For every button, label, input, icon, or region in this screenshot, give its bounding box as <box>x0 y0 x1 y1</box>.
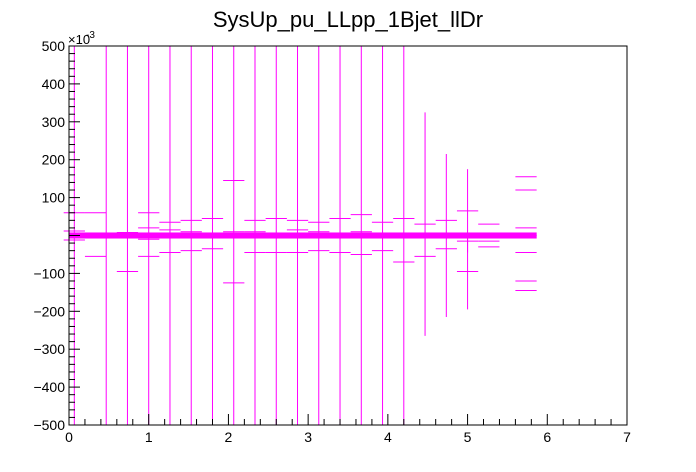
x-tick-label-3: 3 <box>304 429 312 445</box>
y-tick-label-1: −400 <box>33 379 65 395</box>
x-tick-label-2: 2 <box>225 429 233 445</box>
axes-layer: 0 1 2 3 4 5 6 7 −500 −400 −300 −200 −100 100 200 300 400… <box>33 38 631 445</box>
y-tick-label-6: 200 <box>42 152 66 168</box>
y-tick-label-5: 100 <box>42 190 66 206</box>
central-band <box>69 232 537 239</box>
y-tick-label-2: −300 <box>33 341 65 357</box>
y-tick-label-9: 500 <box>42 38 66 54</box>
y-tick-label-3: −200 <box>33 303 65 319</box>
x-tick-label-4: 4 <box>384 429 392 445</box>
y-tick-label-4: −100 <box>33 265 65 281</box>
y-multiplier-exponent: -3 <box>86 30 95 41</box>
y-tick-label-8: 400 <box>42 76 66 92</box>
y-multiplier-label: ×10 <box>68 32 90 47</box>
x-tick-label-7: 7 <box>623 429 631 445</box>
data-point-48 <box>414 112 436 336</box>
data-layer <box>63 46 537 425</box>
data-point-55 <box>456 233 479 310</box>
x-tick-label-1: 1 <box>145 429 153 445</box>
y-tick-label-0: −500 <box>33 417 65 433</box>
x-tick-label-6: 6 <box>543 429 551 445</box>
x-tick-label-5: 5 <box>464 429 472 445</box>
chart-title: SysUp_pu_LLpp_1Bjet_llDr <box>213 7 483 32</box>
data-point-51 <box>435 154 457 317</box>
y-tick-label-7: 300 <box>42 114 66 130</box>
x-tick-label-0: 0 <box>65 429 73 445</box>
